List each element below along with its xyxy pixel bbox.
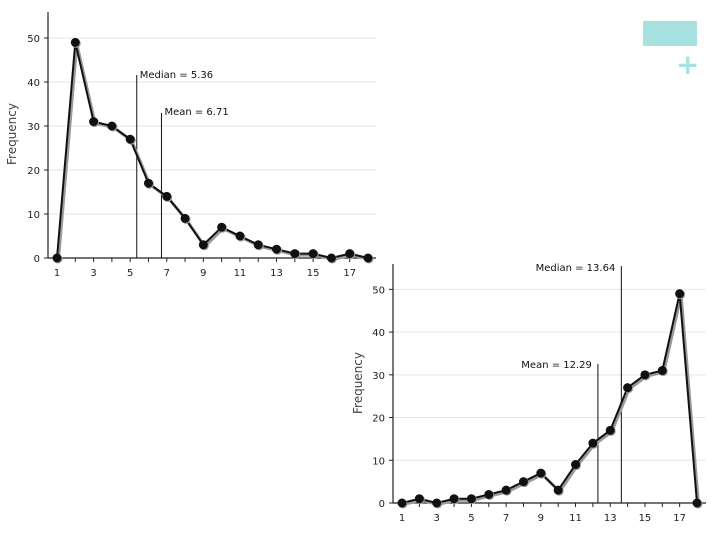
data-point <box>692 498 702 508</box>
y-tick-label: 0 <box>379 499 385 510</box>
y-tick-label: 30 <box>372 371 385 382</box>
y-tick-label: 0 <box>34 254 40 265</box>
decorative-plus-icon: + <box>676 48 700 81</box>
x-tick-label: 1 <box>399 513 405 524</box>
data-point <box>414 494 424 504</box>
y-tick-label: 20 <box>27 166 40 177</box>
data-point <box>70 37 80 47</box>
marker-label: Mean = 6.71 <box>164 107 228 118</box>
decorative-teal-block <box>643 21 697 46</box>
series-shadow <box>403 294 700 507</box>
y-tick-label: 30 <box>27 122 40 133</box>
data-point <box>363 253 373 263</box>
y-tick-label: 20 <box>372 414 385 425</box>
series-shadow <box>57 43 370 262</box>
y-tick-label: 50 <box>27 34 40 45</box>
marker-label: Mean = 12.29 <box>521 360 592 371</box>
data-point <box>326 253 336 263</box>
y-tick-label: 10 <box>27 210 40 221</box>
x-tick-label: 7 <box>164 268 170 279</box>
data-point <box>536 468 546 478</box>
data-point <box>588 438 598 448</box>
x-tick-label: 13 <box>270 268 283 279</box>
data-point <box>449 494 459 504</box>
x-tick-label: 9 <box>200 268 206 279</box>
data-point <box>198 240 208 250</box>
x-tick-label: 3 <box>90 268 96 279</box>
data-point <box>657 366 667 376</box>
data-point <box>518 477 528 487</box>
data-point <box>605 425 615 435</box>
x-tick-label: 11 <box>569 513 582 524</box>
y-axis-label: Frequency <box>5 103 19 165</box>
marker-label: Median = 13.64 <box>536 263 616 274</box>
data-point <box>484 489 494 499</box>
data-point <box>125 134 135 144</box>
data-point <box>308 249 318 259</box>
x-tick-label: 1 <box>54 268 60 279</box>
y-tick-label: 40 <box>27 78 40 89</box>
data-point <box>397 498 407 508</box>
data-point <box>571 460 581 470</box>
data-point <box>553 485 563 495</box>
x-tick-label: 15 <box>639 513 652 524</box>
data-point <box>623 383 633 393</box>
x-tick-label: 11 <box>234 268 247 279</box>
y-tick-label: 50 <box>372 285 385 296</box>
data-point <box>272 244 282 254</box>
data-point <box>345 249 355 259</box>
data-point <box>640 370 650 380</box>
x-tick-label: 17 <box>673 513 686 524</box>
data-point <box>143 178 153 188</box>
data-point <box>217 222 227 232</box>
x-tick-label: 17 <box>343 268 356 279</box>
x-tick-label: 5 <box>468 513 474 524</box>
x-tick-label: 9 <box>538 513 544 524</box>
y-tick-label: 10 <box>372 456 385 467</box>
data-point <box>235 231 245 241</box>
x-tick-label: 15 <box>307 268 320 279</box>
data-point <box>501 485 511 495</box>
data-point <box>290 249 300 259</box>
series-line <box>401 293 698 505</box>
x-tick-label: 5 <box>127 268 133 279</box>
data-point <box>675 289 685 299</box>
data-point <box>253 240 263 250</box>
data-point <box>107 121 117 131</box>
data-point <box>162 191 172 201</box>
marker-label: Median = 5.36 <box>140 70 213 81</box>
x-tick-label: 13 <box>604 513 617 524</box>
data-point <box>466 494 476 504</box>
y-tick-label: 40 <box>372 328 385 339</box>
data-point <box>180 213 190 223</box>
data-point <box>52 253 62 263</box>
x-tick-label: 7 <box>503 513 509 524</box>
y-axis-label: Frequency <box>351 352 365 414</box>
x-tick-label: 3 <box>434 513 440 524</box>
data-point <box>432 498 442 508</box>
data-point <box>89 117 99 127</box>
